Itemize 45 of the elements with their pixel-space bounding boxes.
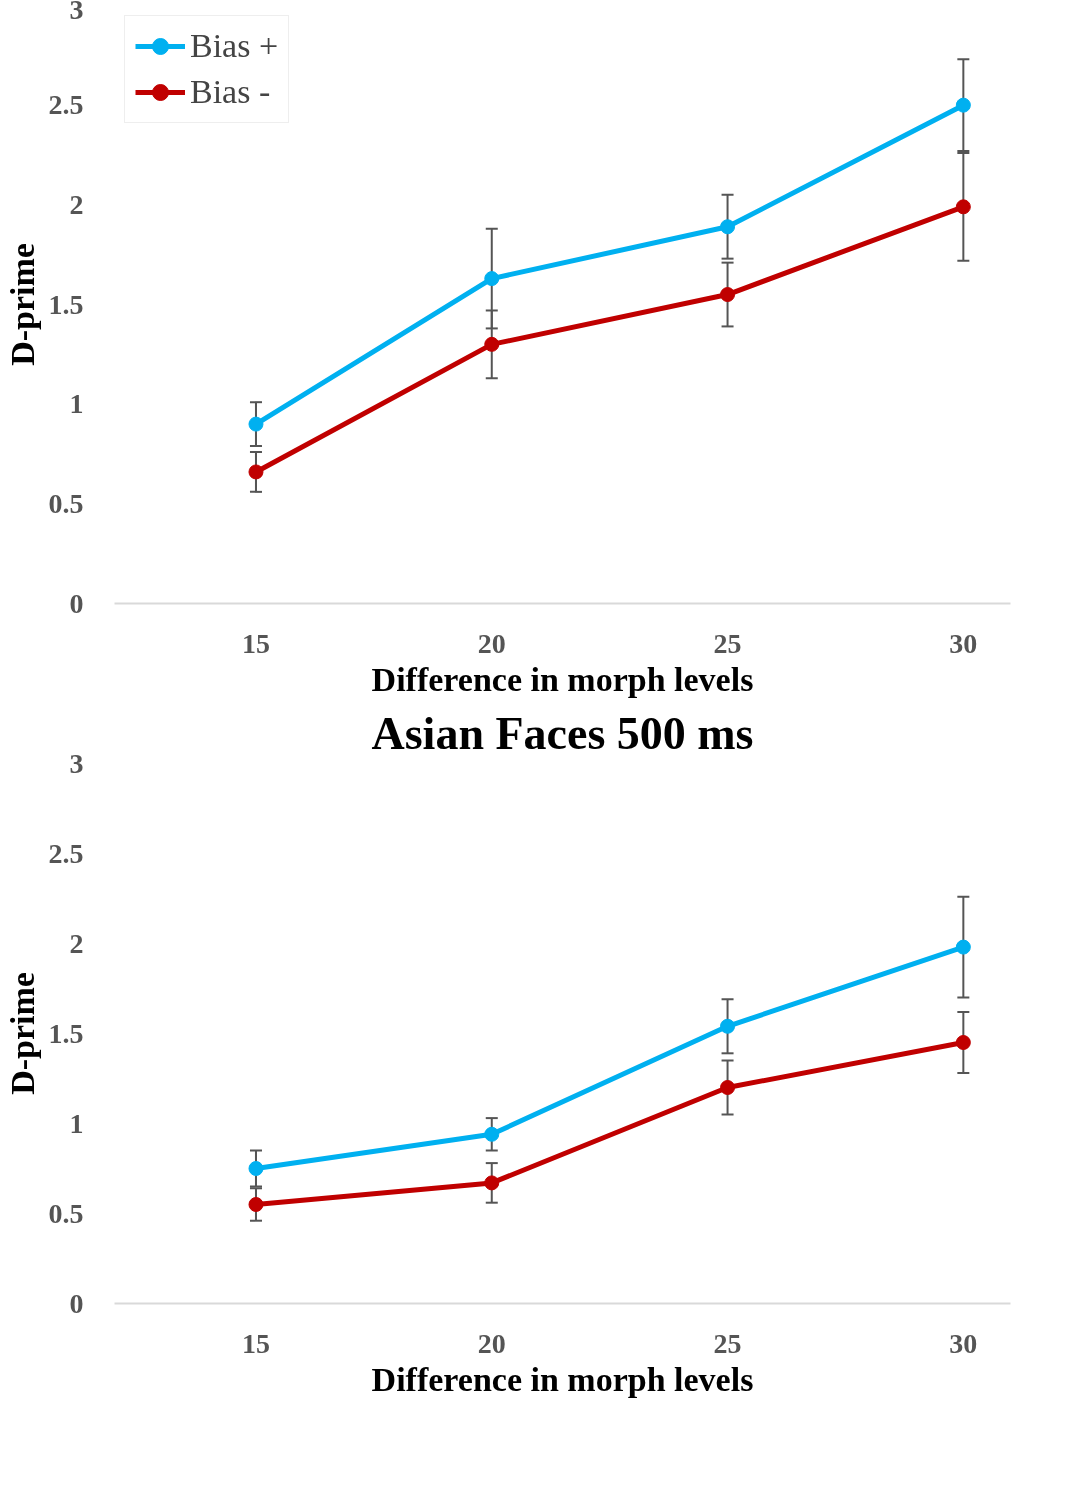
point xyxy=(720,287,736,303)
y-tick-label: 0 xyxy=(69,1287,84,1319)
y-tick-label: 1.5 xyxy=(48,288,84,320)
point xyxy=(720,1080,736,1095)
x-tick-label: 15 xyxy=(241,627,270,659)
y-tick-label: 2 xyxy=(69,927,84,959)
legend-label: Bias - xyxy=(190,72,271,112)
point xyxy=(720,219,736,235)
y-tick-label: 2.5 xyxy=(48,89,84,121)
x-tick-label: 25 xyxy=(713,627,742,659)
x-tick-label: 25 xyxy=(713,1327,742,1359)
y-axis-title: D-prime xyxy=(3,972,41,1095)
y-tick-label: 0 xyxy=(69,587,84,619)
point xyxy=(484,1126,500,1142)
point xyxy=(720,1018,736,1034)
y-tick-label: 3 xyxy=(69,747,84,779)
point xyxy=(955,1035,971,1050)
x-axis-title: Difference in morph levels xyxy=(371,1360,754,1398)
point xyxy=(248,464,264,480)
point xyxy=(248,416,264,432)
x-tick-label: 20 xyxy=(477,1327,506,1359)
y-axis-title: D-prime xyxy=(3,243,41,366)
point xyxy=(955,199,971,215)
point xyxy=(955,97,971,113)
x-axis-title: Difference in morph levels xyxy=(371,660,754,698)
y-tick-label: 0.5 xyxy=(48,1197,84,1229)
x-tick-label: 30 xyxy=(949,627,978,659)
y-tick-label: 0.5 xyxy=(48,487,84,519)
point xyxy=(484,271,500,287)
y-tick-label: 3 xyxy=(69,0,84,25)
y-tick-label: 2 xyxy=(69,188,84,220)
point xyxy=(484,336,500,352)
x-tick-label: 30 xyxy=(949,1327,978,1359)
x-tick-label: 15 xyxy=(241,1327,270,1359)
point xyxy=(248,1161,264,1176)
y-tick-label: 1 xyxy=(69,1107,84,1139)
y-tick-label: 1.5 xyxy=(48,1017,84,1049)
point xyxy=(248,1197,264,1212)
y-tick-label: 1 xyxy=(69,388,84,420)
chart-title: Asian Faces 500 ms xyxy=(371,707,754,759)
x-tick-label: 20 xyxy=(477,627,506,659)
point xyxy=(484,1175,500,1191)
y-tick-label: 2.5 xyxy=(48,837,84,869)
point xyxy=(955,939,971,955)
legend-label: Bias + xyxy=(190,26,279,66)
